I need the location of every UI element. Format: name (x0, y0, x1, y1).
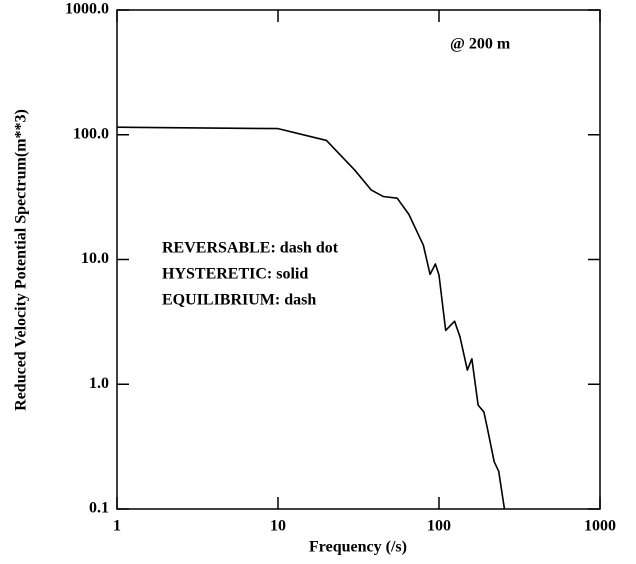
y-tick-label: 0.1 (89, 500, 109, 517)
y-tick-label: 100.0 (73, 125, 109, 142)
annotation: EQUILIBRIUM: dash (162, 292, 316, 309)
x-axis-label: Frequency (/s) (309, 539, 407, 556)
x-tick-label: 100 (427, 518, 451, 535)
y-tick-label: 10.0 (81, 250, 109, 267)
y-tick-label: 1000.0 (65, 1, 109, 18)
y-axis-label: Reduced Velocity Potential Spectrum(m**3… (13, 109, 30, 411)
y-tick-label: 1.0 (89, 375, 109, 392)
plot-frame (116, 9, 601, 510)
x-tick-label: 10 (270, 518, 286, 535)
data-line (116, 126, 506, 510)
x-tick-label: 1 (113, 518, 121, 535)
annotation: REVERSABLE: dash dot (162, 240, 339, 257)
x-tick-label: 1000 (584, 518, 616, 535)
annotation: @ 200 m (450, 36, 511, 53)
annotation: HYSTERETIC: solid (162, 266, 308, 283)
